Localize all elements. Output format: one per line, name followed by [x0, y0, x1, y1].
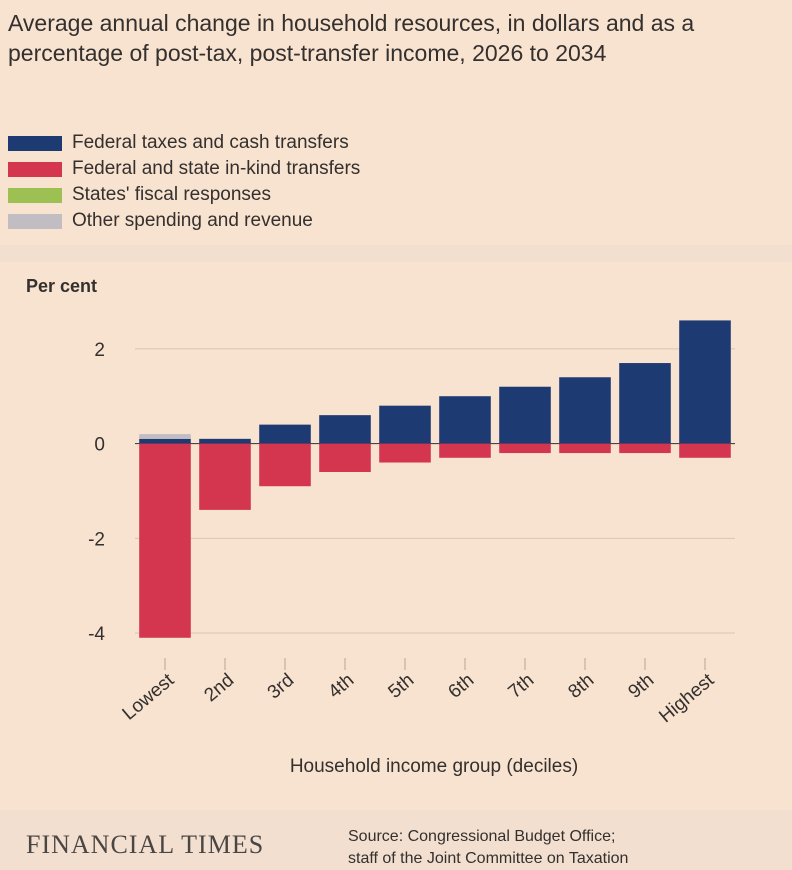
- legend-label: Federal and state in-kind transfers: [72, 158, 361, 179]
- x-tick-label: 5th: [384, 670, 418, 703]
- bar-segment: [619, 363, 671, 444]
- x-tick-label: 8th: [564, 670, 598, 703]
- x-tick-label: 3rd: [264, 670, 299, 704]
- y-tick-label: 2: [94, 340, 105, 361]
- legend-item: Other spending and revenue: [8, 208, 360, 234]
- bar-segment: [559, 443, 611, 454]
- legend-item: Federal and state in-kind transfers: [8, 156, 360, 182]
- legend-swatch: [8, 187, 62, 203]
- x-tick-label: 2nd: [200, 670, 238, 706]
- y-tick-label: -2: [88, 529, 105, 550]
- bar-segment: [379, 405, 431, 444]
- ft-logo: FINANCIAL TIMES: [26, 830, 265, 859]
- legend-swatch: [8, 213, 62, 229]
- source-line: staff of the Joint Committee on Taxation: [348, 850, 629, 867]
- bar-segment: [439, 443, 491, 458]
- source-note: Source: Congressional Budget Office; sta…: [348, 826, 778, 870]
- x-tick-label: 9th: [624, 670, 658, 703]
- legend-swatch: [8, 135, 62, 151]
- bar-segment: [499, 443, 551, 454]
- legend-label: Federal taxes and cash transfers: [72, 132, 349, 153]
- bar-segment: [319, 415, 371, 444]
- header-panel: Average annual change in household resou…: [0, 0, 792, 245]
- legend-label: Other spending and revenue: [72, 210, 313, 231]
- bar-segment: [199, 443, 251, 510]
- bar-segment: [259, 443, 311, 487]
- bar-segment: [139, 434, 191, 439]
- bar-segment: [319, 443, 371, 472]
- bar-segment: [379, 443, 431, 463]
- y-tick-label: 0: [94, 435, 105, 456]
- chart-title: Average annual change in household resou…: [8, 10, 695, 66]
- y-tick-label: -4: [88, 624, 105, 645]
- chart-panel: [0, 262, 792, 810]
- bar-segment: [499, 386, 551, 444]
- source-line: Source: Congressional Budget Office;: [348, 828, 616, 845]
- legend-label: States' fiscal responses: [72, 184, 271, 205]
- bar-segment: [619, 443, 671, 454]
- bar-segment: [679, 320, 731, 444]
- x-axis-title: Household income group (deciles): [290, 756, 578, 777]
- legend: Federal taxes and cash transfers Federal…: [8, 130, 360, 234]
- x-tick-label: Highest: [655, 669, 718, 727]
- bar-segment: [139, 438, 191, 444]
- bar-segment: [139, 443, 191, 638]
- bar-segment: [559, 377, 611, 444]
- bar-segment: [679, 443, 731, 458]
- x-tick-label: 7th: [504, 670, 538, 703]
- x-tick-label: Lowest: [119, 669, 179, 724]
- bar-segment: [439, 396, 491, 444]
- bar-chart: Per cent 2 0 -2 -4 Lowest 2nd 3rd 4th 5th 6th 7th 8t…: [26, 276, 735, 777]
- x-tick-label: 6th: [444, 670, 478, 703]
- legend-item: States' fiscal responses: [8, 182, 360, 208]
- legend-item: Federal taxes and cash transfers: [8, 130, 360, 156]
- y-axis-title: Per cent: [26, 276, 97, 296]
- bar-segment: [199, 438, 251, 444]
- legend-swatch: [8, 161, 62, 177]
- x-tick-label: 4th: [324, 670, 358, 703]
- bar-segment: [259, 424, 311, 444]
